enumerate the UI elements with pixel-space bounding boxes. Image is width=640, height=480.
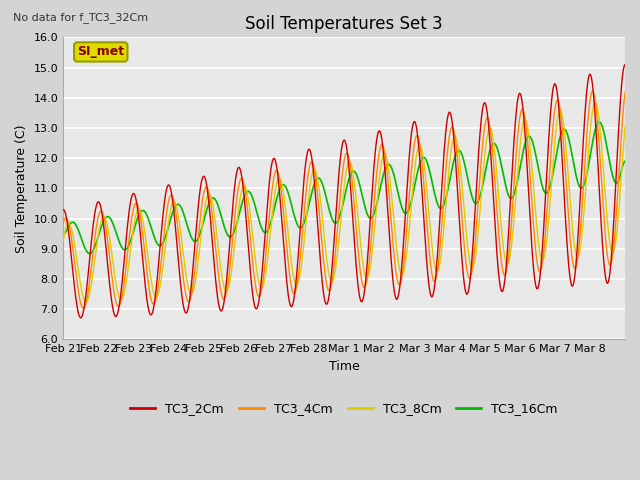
Text: No data for f_TC3_32Cm: No data for f_TC3_32Cm [13,12,148,23]
Legend: TC3_2Cm, TC3_4Cm, TC3_8Cm, TC3_16Cm: TC3_2Cm, TC3_4Cm, TC3_8Cm, TC3_16Cm [125,397,563,420]
X-axis label: Time: Time [329,360,360,373]
Text: SI_met: SI_met [77,46,124,59]
Y-axis label: Soil Temperature (C): Soil Temperature (C) [15,124,28,252]
Title: Soil Temperatures Set 3: Soil Temperatures Set 3 [245,15,443,33]
